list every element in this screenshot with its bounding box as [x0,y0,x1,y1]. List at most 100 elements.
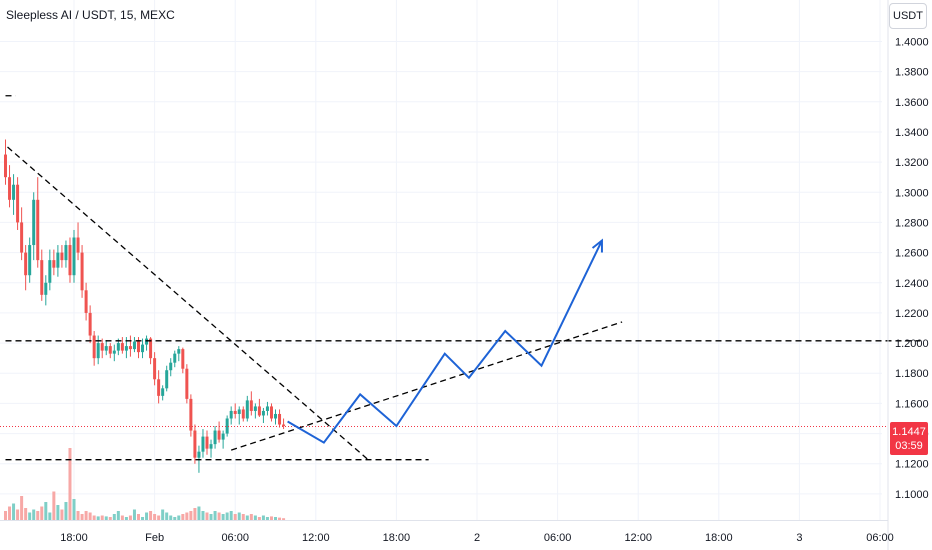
volume-bar [173,517,177,520]
candle-body [185,368,189,399]
y-tick-label: 1.2200 [895,308,929,320]
volume-bar [28,512,32,520]
candle-body [56,252,60,268]
volume-bar [261,515,265,520]
candle-body [274,413,278,419]
trendline [230,321,623,451]
candle-body [193,430,197,458]
candle-body [241,409,245,419]
volume-bar [253,515,257,520]
candle-body [112,350,116,354]
volume-bar [153,514,157,520]
candle-body [269,406,273,419]
candle-body [92,335,96,359]
volume-bar [44,502,48,520]
currency-unit-button[interactable]: USDT [889,3,927,29]
candle-body [265,406,269,411]
volume-bar [141,517,145,520]
volume-bar [32,509,36,520]
last-price-label: 1.1447 03:59 [890,422,928,455]
candle-body [205,436,209,449]
candle-body [282,424,286,427]
projection-path [287,240,603,444]
candle-body [229,410,233,419]
candle-body [88,312,92,336]
volume-bar [8,506,12,520]
x-tick-label: 06:00 [544,532,572,544]
volume-bar [265,517,269,520]
y-tick-label: 1.4000 [895,36,929,48]
candle-body [48,260,52,283]
volume-bar [201,511,205,520]
candle-body [32,199,36,246]
x-tick-label: 18:00 [60,532,88,544]
candle-body [173,353,177,363]
volume-bar [108,517,112,520]
candle-body [149,338,153,359]
candle-body [169,362,173,371]
candle-body [253,406,257,411]
candle-body [136,341,140,353]
volume-bar [56,505,60,520]
y-tick-label: 1.1600 [895,398,929,410]
candle-body [233,410,237,414]
volume-bar [249,514,253,520]
volume-bars [4,448,286,520]
volume-bar [80,514,84,520]
y-tick-label: 1.2000 [895,338,929,350]
trendline [7,146,371,462]
candle-body [221,433,225,440]
y-tick-label: 1.3400 [895,127,929,139]
candle-body [60,252,64,261]
candle-body [153,358,157,380]
volume-bar [128,515,132,520]
candle-body [76,237,80,253]
volume-bar [161,509,165,520]
x-tick-label: Feb [145,532,164,544]
volume-bar [116,511,120,520]
volume-bar [120,515,124,520]
volume-bar [100,515,104,520]
volume-bar [136,514,140,520]
volume-bar [269,516,273,520]
candle-body [116,343,120,351]
volume-bar [221,514,225,520]
candle-body [201,436,205,452]
volume-bar [104,516,108,520]
volume-bar [233,514,237,520]
last-price-value: 1.1447 [892,425,926,438]
volume-bar [278,517,282,520]
candle-body [108,346,112,354]
y-tick-label: 1.1200 [895,459,929,471]
candle-body [12,184,16,200]
candle-body [257,406,261,416]
candle-body [24,252,28,276]
volume-bar [282,518,286,520]
candle-body [261,410,265,416]
x-tick-label: 18:00 [383,532,411,544]
projection-arrow-head [591,238,603,253]
y-tick-label: 1.2600 [895,248,929,260]
volume-bar [40,506,44,520]
x-tick-label: 06:00 [866,532,894,544]
candle-body [8,177,12,200]
volume-bar [24,508,28,520]
volume-bar [237,512,241,520]
chart-title: Sleepless AI / USDT, 15, MEXC [6,8,175,22]
volume-bar [189,511,193,520]
volume-bar [88,512,92,520]
volume-bar [185,512,189,520]
volume-bar [64,502,68,520]
volume-bar [241,514,245,520]
candle-body [52,260,56,268]
candle-body [177,349,181,354]
candle-body [141,344,145,353]
volume-bar [169,515,173,520]
candle-body [36,199,40,261]
candle-body [132,341,136,350]
y-tick-label: 1.3800 [895,67,929,79]
candle-body [217,430,221,440]
candle-body [4,154,7,178]
candle-body [249,400,253,411]
